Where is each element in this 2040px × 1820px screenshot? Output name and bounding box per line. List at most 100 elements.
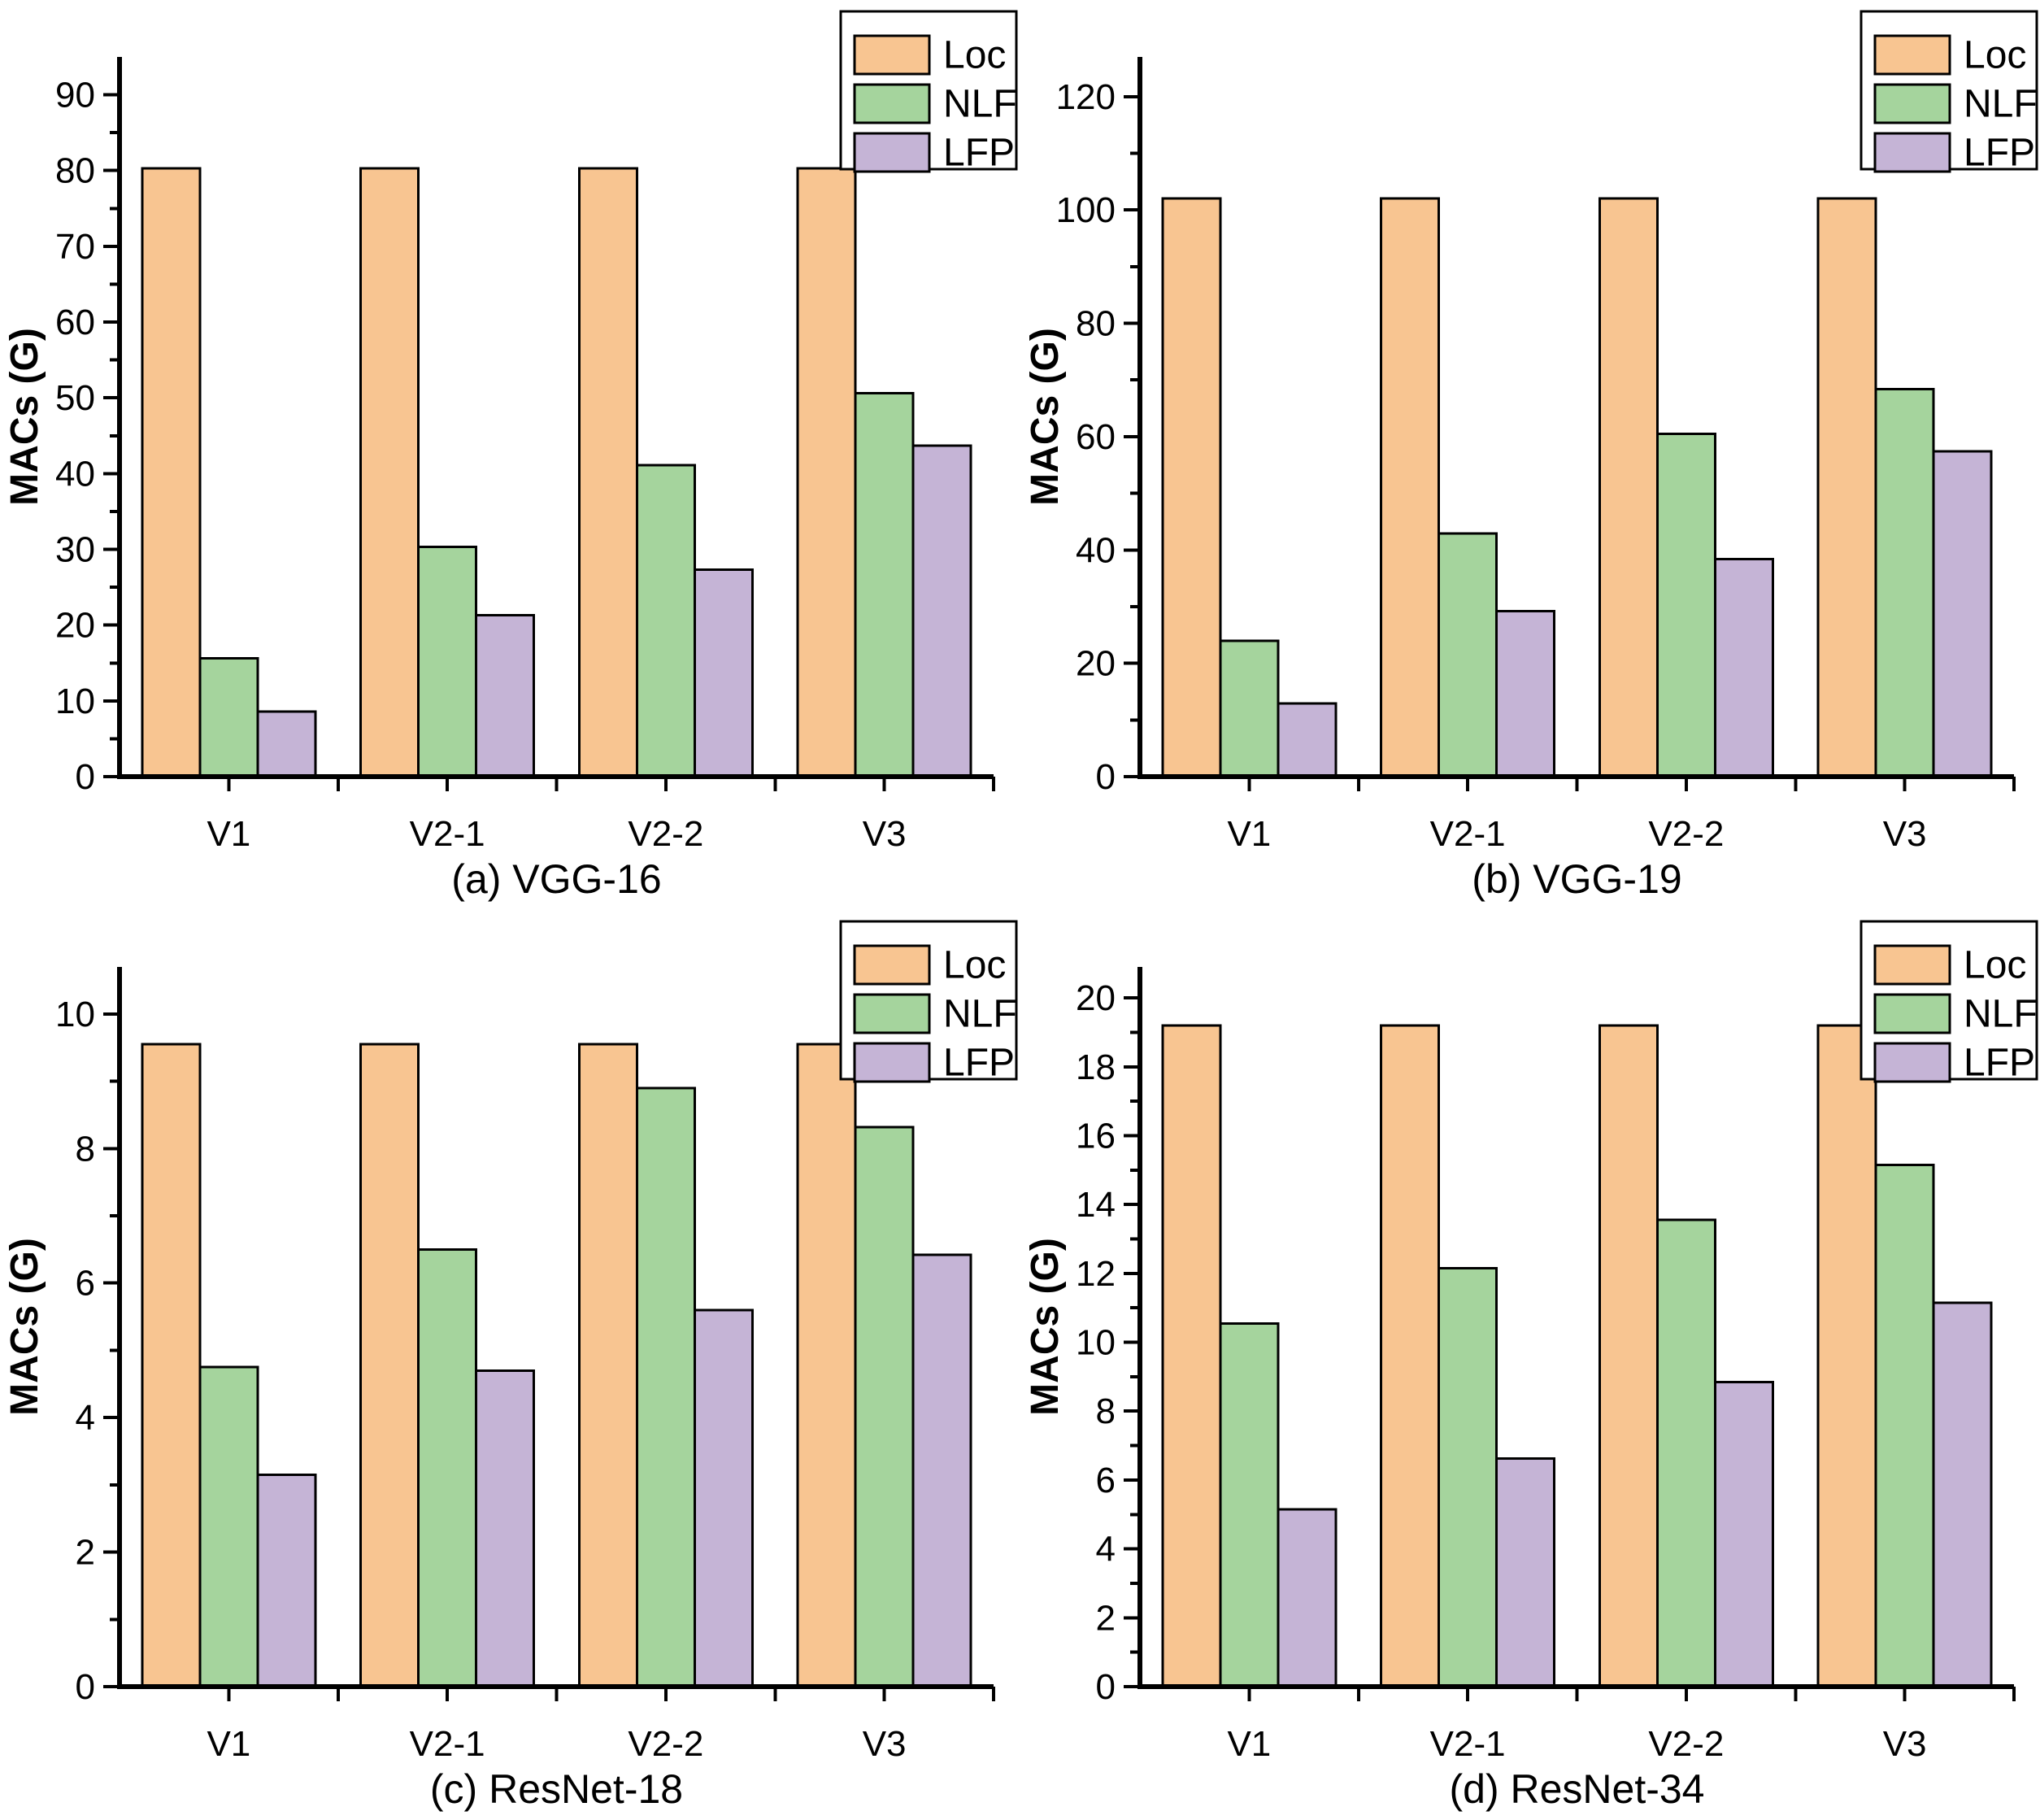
y-tick-label: 2: [76, 1533, 95, 1573]
bar-lfp-v2-2: [1713, 557, 1774, 778]
legend-label-lfp: LFP: [1964, 132, 2035, 175]
y-tick-label: 60: [1076, 417, 1116, 457]
category-label-v1: V1: [1227, 1724, 1271, 1764]
y-tick-label: 4: [1095, 1530, 1115, 1570]
bar-lfp-v2-2: [693, 568, 754, 778]
legend-swatch-nlf: [1873, 993, 1951, 1034]
chart-cell-vgg16: 0 10 20 30 40 50 60 70 80 90 V1 V2-1 V2-2 V3 MACs (G) (…: [0, 0, 1020, 910]
bar-nlf-v2-1: [1437, 1267, 1498, 1688]
bar-nlf-v1: [198, 657, 259, 778]
bar-loc-v2-2: [577, 167, 638, 778]
legend-swatch-lfp: [1873, 1042, 1951, 1083]
bar-lfp-v1: [256, 1473, 317, 1688]
y-tick-label: 100: [1055, 190, 1115, 230]
y-tick-label: 10: [1076, 1323, 1116, 1363]
y-tick-label: 0: [76, 757, 95, 797]
y-tick-label: 20: [55, 606, 95, 646]
bar-lfp-v3: [911, 444, 972, 778]
y-tick-label: 60: [55, 303, 95, 342]
category-label-v1: V1: [1227, 814, 1271, 854]
bar-lfp-v3: [1932, 450, 1993, 778]
category-label-v3: V3: [1882, 814, 1926, 854]
bar-loc-v2-2: [1598, 197, 1659, 778]
y-tick-label: 18: [1076, 1047, 1116, 1087]
legend-label-loc: Loc: [943, 34, 1006, 77]
bar-loc-v2-1: [359, 1043, 420, 1688]
y-tick-label: 20: [1076, 644, 1116, 684]
y-tick-label: 10: [55, 995, 95, 1034]
legend-swatch-nlf: [853, 83, 931, 124]
bar-loc-v1: [1160, 1024, 1221, 1688]
bar-loc-v2-1: [1379, 1024, 1440, 1688]
legend-label-nlf: NLF: [943, 83, 1017, 126]
bar-nlf-v2-2: [635, 464, 696, 778]
bar-loc-v2-1: [1379, 197, 1440, 778]
bar-loc-v1: [141, 167, 202, 778]
y-tick-label: 40: [1076, 530, 1116, 570]
bar-loc-v1: [141, 1043, 202, 1688]
y-tick-label: 6: [76, 1264, 95, 1304]
legend-label-nlf: NLF: [943, 993, 1017, 1036]
category-label-v2-2: V2-2: [628, 1724, 703, 1764]
bar-nlf-v2-2: [1655, 1218, 1716, 1688]
y-tick-label: 6: [1095, 1461, 1115, 1500]
y-tick-label: 16: [1076, 1116, 1116, 1156]
y-axis-title: MACs (G): [1024, 1238, 1067, 1416]
category-label-v3: V3: [1882, 1724, 1926, 1764]
category-label-v2-2: V2-2: [628, 814, 703, 854]
chart-cell-resnet18: 0 2 4 6 8 10 V1 V2-1 V2-2 V3 MACs (G) (c) ResNet-18…: [0, 910, 1020, 1820]
chart-caption: (b) VGG-19: [1472, 856, 1681, 902]
y-axis-title: MACs (G): [3, 328, 46, 506]
bar-lfp-v2-1: [1494, 610, 1555, 778]
bar-nlf-v2-1: [417, 546, 478, 778]
y-tick-label: 80: [55, 151, 95, 191]
category-label-v2-1: V2-1: [1429, 814, 1505, 854]
chart-caption: (c) ResNet-18: [430, 1766, 683, 1812]
legend-swatch-loc: [1873, 34, 1951, 76]
category-label-v1: V1: [207, 1724, 250, 1764]
bar-nlf-v3: [1874, 387, 1935, 778]
legend-label-lfp: LFP: [943, 1042, 1015, 1085]
y-axis-title: MACs (G): [1024, 328, 1067, 506]
bar-loc-v3: [1816, 197, 1877, 778]
y-tick-label: 30: [55, 530, 95, 570]
legend-swatch-loc: [853, 34, 931, 76]
bar-loc-v1: [1160, 197, 1221, 778]
legend-swatch-nlf: [853, 993, 931, 1034]
legend-label-nlf: NLF: [1964, 83, 2038, 126]
bar-nlf-v2-1: [1437, 532, 1498, 778]
bar-lfp-v1: [256, 710, 317, 778]
bar-loc-v3: [1816, 1024, 1877, 1688]
y-tick-label: 20: [1076, 978, 1116, 1018]
legend-swatch-lfp: [853, 1042, 931, 1083]
y-tick-label: 0: [1095, 1667, 1115, 1707]
legend-swatch-lfp: [853, 132, 931, 173]
y-tick-label: 8: [1095, 1391, 1115, 1431]
legend-swatch-loc: [853, 944, 931, 986]
bar-nlf-v1: [1218, 1321, 1279, 1688]
chart-caption: (a) VGG-16: [451, 856, 661, 902]
category-label-v3: V3: [863, 814, 907, 854]
category-label-v1: V1: [207, 814, 250, 854]
bar-lfp-v3: [911, 1253, 972, 1688]
y-tick-label: 50: [55, 378, 95, 418]
y-tick-label: 0: [1095, 757, 1115, 797]
bar-loc-v2-1: [359, 167, 420, 778]
bar-lfp-v2-2: [1713, 1380, 1774, 1688]
y-tick-label: 120: [1055, 77, 1115, 117]
legend-swatch-nlf: [1873, 83, 1951, 124]
y-tick-label: 8: [76, 1129, 95, 1169]
category-label-v2-2: V2-2: [1648, 814, 1724, 854]
bar-loc-v3: [796, 167, 857, 778]
category-label-v2-2: V2-2: [1648, 1724, 1724, 1764]
bar-lfp-v2-1: [475, 614, 536, 778]
y-tick-label: 40: [55, 454, 95, 494]
chart-resnet18-svg: 0 2 4 6 8 10 V1 V2-1 V2-2 V3 MACs (G) (c) ResNet-18…: [3, 920, 1018, 1812]
y-tick-label: 10: [55, 681, 95, 721]
legend-label-lfp: LFP: [1964, 1042, 2035, 1085]
bar-nlf-v3: [1874, 1163, 1935, 1688]
legend-label-nlf: NLF: [1964, 993, 2038, 1036]
chart-cell-resnet34: 0 2 4 6 8 10 12 14 16 18 20 V1 V2-1 V2-2 V3 MACs (G) (d)…: [1020, 910, 2040, 1820]
y-axis-title: MACs (G): [3, 1238, 46, 1416]
